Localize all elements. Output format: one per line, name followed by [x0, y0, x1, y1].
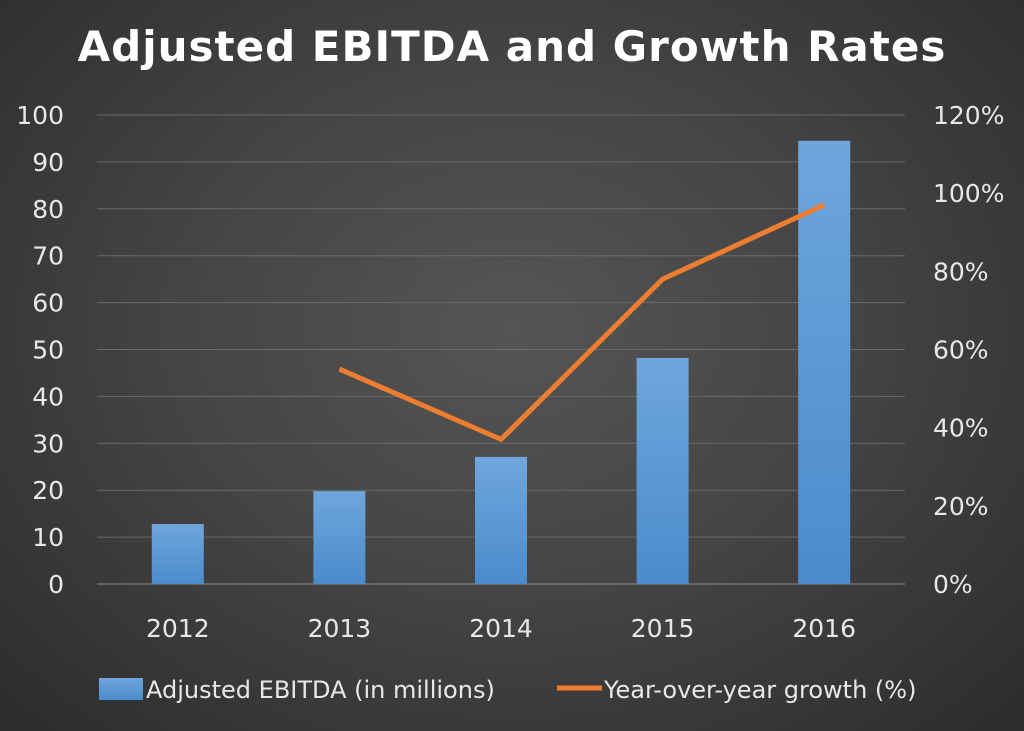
left-tick-label: 20 [32, 476, 64, 505]
right-tick-label: 120% [933, 101, 1004, 130]
left-tick-label: 80 [32, 195, 64, 224]
bar [636, 357, 689, 584]
left-tick-label: 70 [32, 242, 64, 271]
left-tick-label: 40 [32, 382, 64, 411]
bar [313, 491, 366, 584]
x-tick-label: 2012 [146, 614, 210, 643]
left-tick-label: 0 [48, 570, 64, 599]
growth-line [338, 202, 826, 442]
right-tick-label: 0% [933, 570, 973, 599]
right-tick-label: 40% [933, 414, 989, 443]
x-tick-label: 2013 [308, 614, 372, 643]
left-tick-label: 100 [16, 101, 64, 130]
left-tick-label: 50 [32, 336, 64, 365]
right-tick-label: 100% [933, 179, 1004, 208]
legend-bar-swatch [99, 678, 143, 700]
x-tick-label: 2015 [631, 614, 695, 643]
x-tick-label: 2014 [469, 614, 533, 643]
left-tick-label: 90 [32, 148, 64, 177]
bar [151, 523, 204, 584]
legend-bar-label: Adjusted EBITDA (in millions) [146, 676, 495, 704]
right-tick-label: 20% [933, 492, 989, 521]
chart-title: Adjusted EBITDA and Growth Rates [77, 22, 947, 71]
left-tick-label: 60 [32, 289, 64, 318]
right-tick-label: 80% [933, 257, 989, 286]
legend-line-label: Year-over-year growth (%) [603, 676, 916, 704]
bar [475, 456, 527, 584]
left-tick-label: 10 [32, 523, 64, 552]
x-tick-label: 2016 [792, 614, 856, 643]
right-tick-label: 60% [933, 336, 989, 365]
left-tick-label: 30 [32, 429, 64, 458]
